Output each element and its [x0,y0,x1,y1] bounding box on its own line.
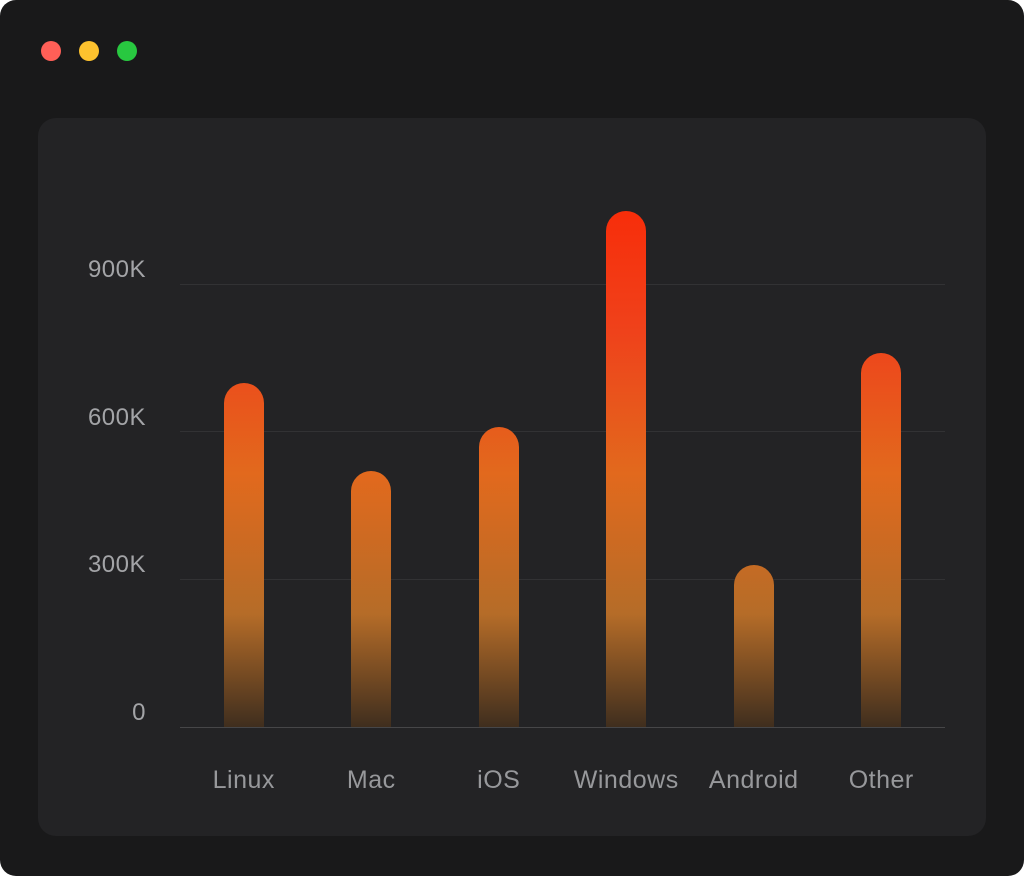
bar-ios[interactable] [478,427,519,727]
x-axis-label-linux: Linux [212,766,275,794]
gridline [180,283,945,285]
bar-mac[interactable] [351,471,392,727]
titlebar [0,0,1024,100]
bar-windows[interactable] [606,211,647,727]
gridline [180,431,945,433]
plot-area: 900K 600K 300K 0 [88,163,945,728]
x-axis-label-other: Other [848,766,914,794]
gridline [180,578,945,580]
chart-card: 900K 600K 300K 0 Linux Mac iOS Windows Android O… [38,118,986,836]
minimize-button[interactable] [79,41,99,61]
y-axis-tick-label: 900K [87,256,146,284]
close-button[interactable] [41,41,61,61]
bar-android[interactable] [733,565,774,727]
y-axis-tick-label: 600K [87,403,146,431]
x-axis-label-windows: Windows [573,766,679,794]
x-axis-line [180,726,945,728]
x-axis-label-mac: Mac [346,766,396,794]
zoom-button[interactable] [117,41,137,61]
bar-other[interactable] [861,353,902,727]
y-axis-tick-label: 300K [87,551,146,579]
traffic-lights [41,41,137,61]
bar-linux[interactable] [223,383,264,727]
x-axis-label-ios: iOS [477,766,521,794]
x-axis-labels: Linux Mac iOS Windows Android Other [180,765,945,795]
y-axis-tick-label: 0 [132,699,146,726]
x-axis-label-android: Android [708,766,799,794]
